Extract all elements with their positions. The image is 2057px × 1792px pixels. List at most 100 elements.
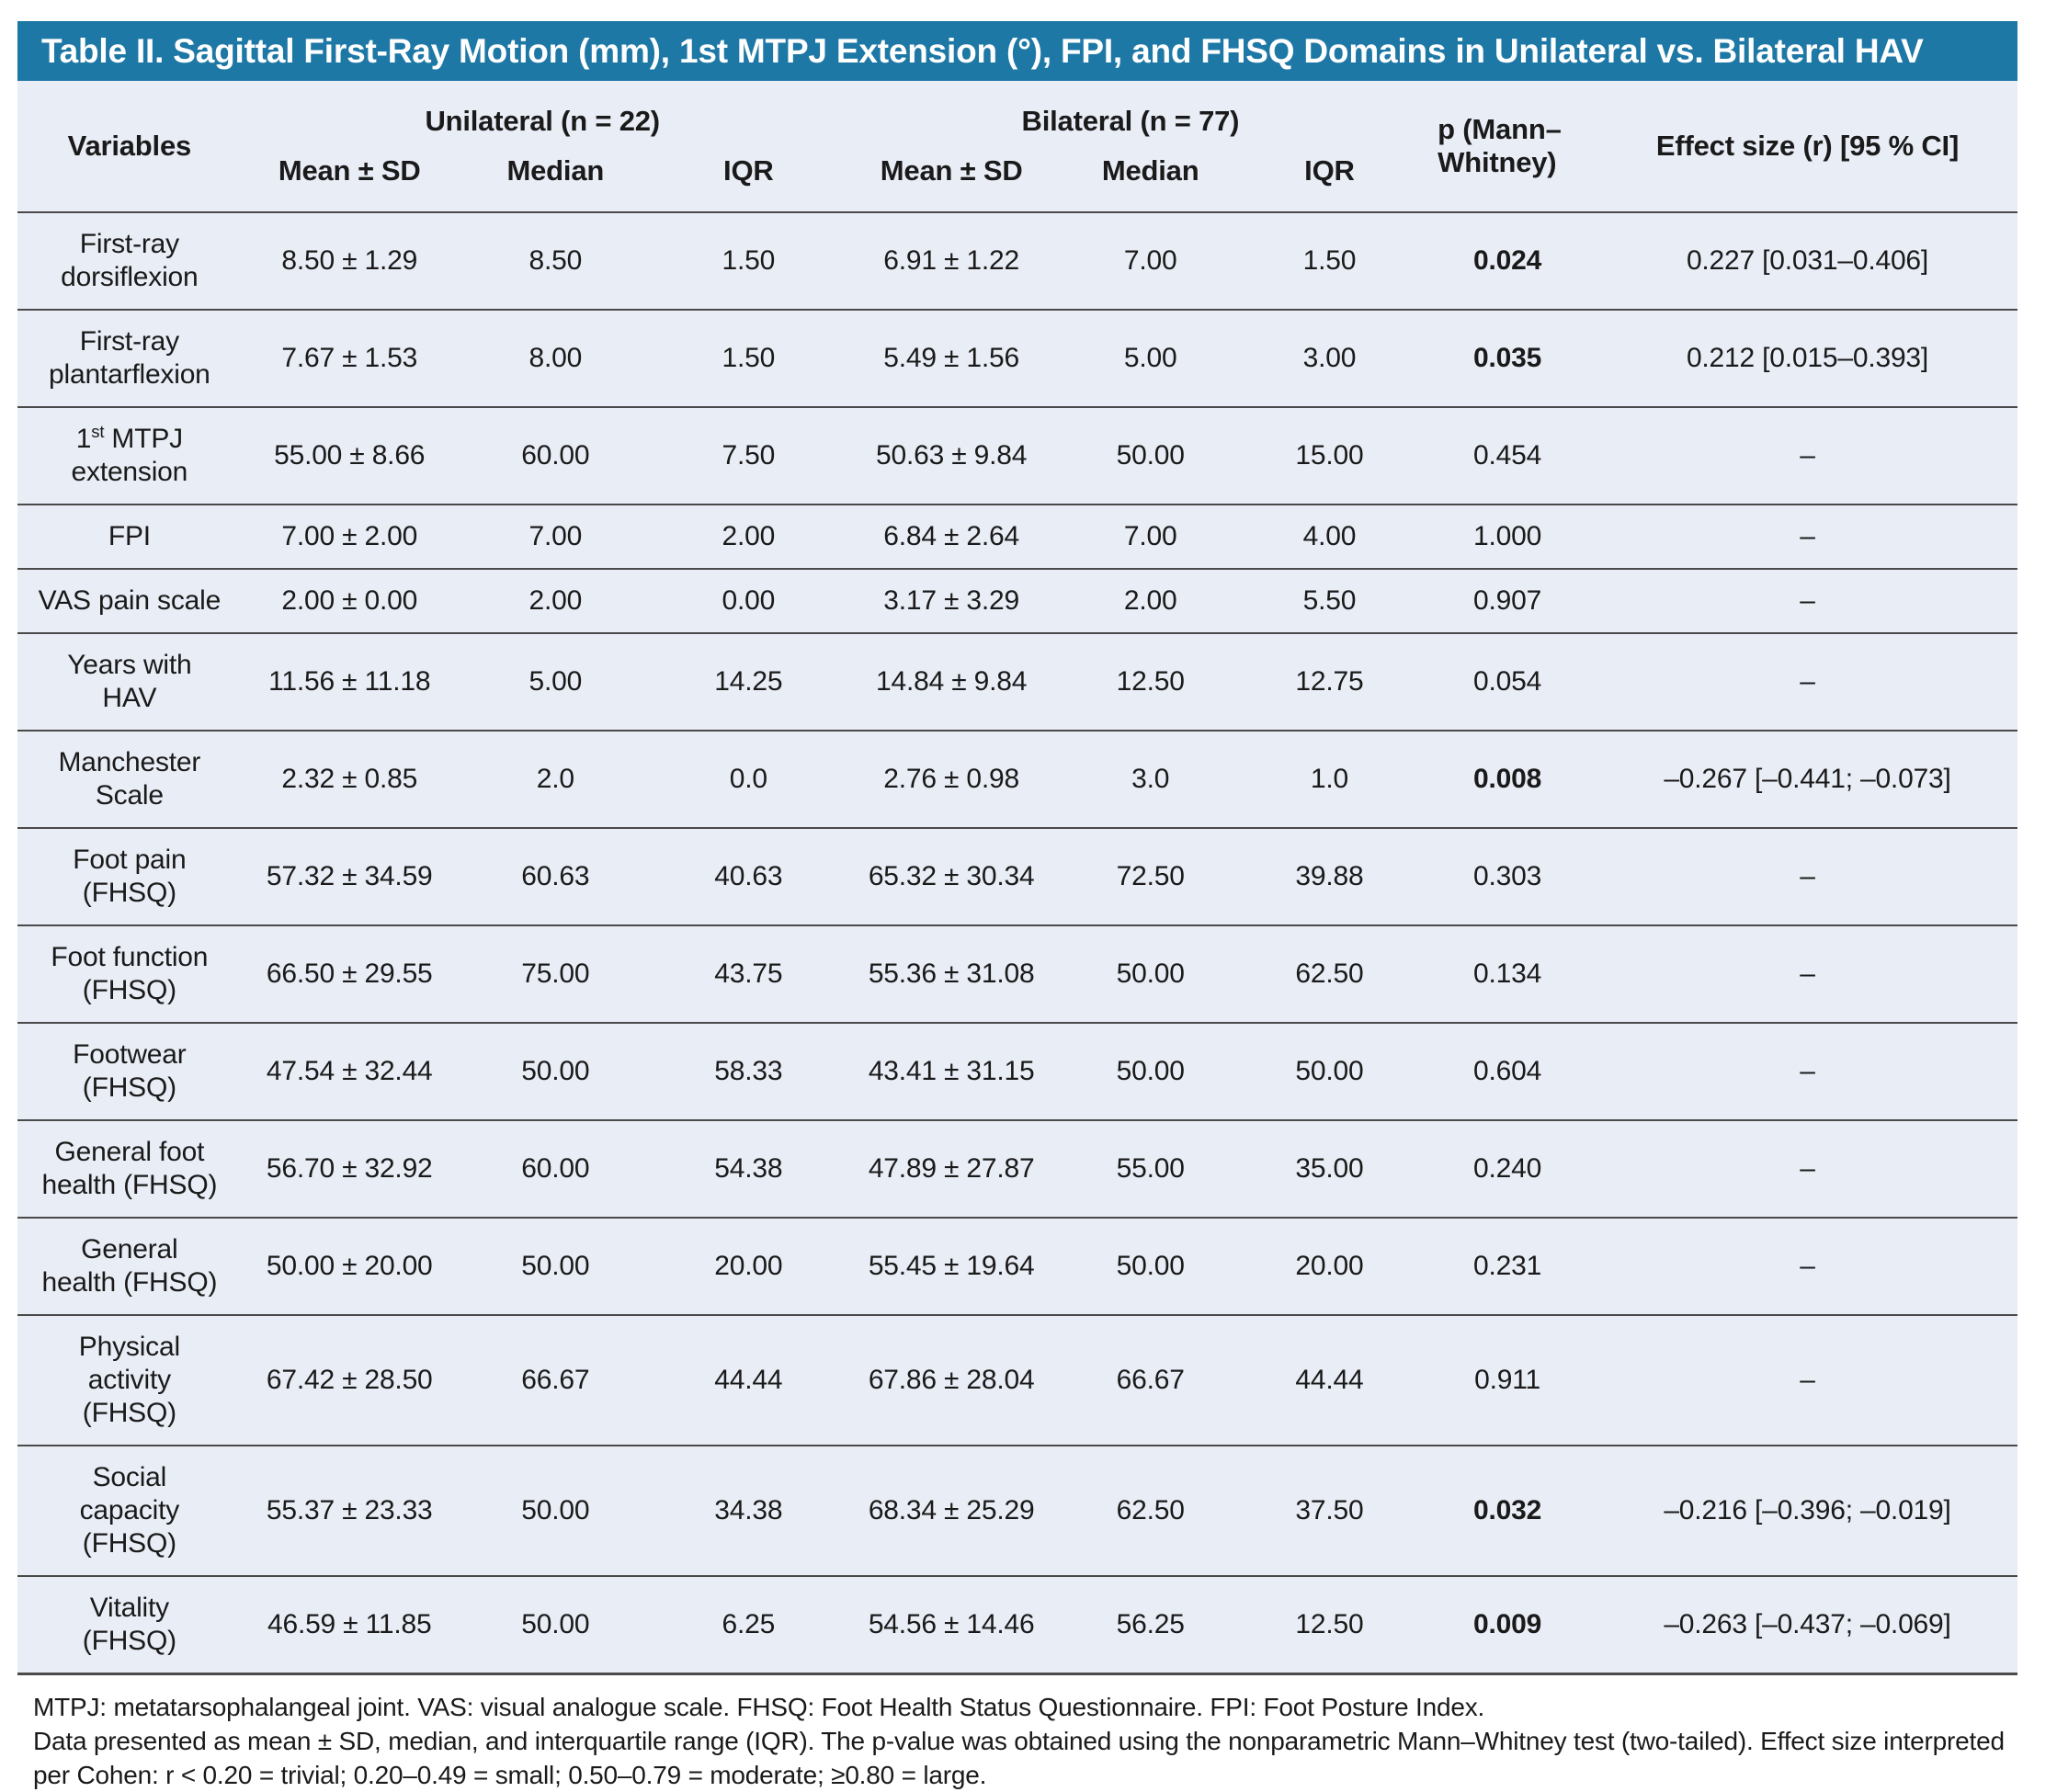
table-row: Foot pain (FHSQ) 57.32 ± 34.59 60.63 40.… [17, 827, 2017, 925]
stat-cell: 50.00 [1059, 1022, 1242, 1120]
stat-cell: 60.00 [457, 1119, 653, 1218]
effect-size-cell: –0.267 [–0.441; –0.073] [1597, 730, 2017, 828]
stat-cell: 1.50 [1241, 211, 1418, 310]
stat-cell: 44.44 [653, 1314, 844, 1446]
stat-cell: 5.00 [1059, 309, 1242, 407]
stat-cell: 55.37 ± 23.33 [241, 1445, 458, 1576]
stat-cell: 7.00 [1059, 504, 1242, 569]
stat-cell: 5.50 [1241, 568, 1418, 633]
p-value-cell: 0.231 [1417, 1217, 1597, 1315]
stat-cell: 62.50 [1059, 1445, 1242, 1576]
stat-cell: 0.00 [653, 568, 844, 633]
effect-size-cell: –0.216 [–0.396; –0.019] [1597, 1445, 2017, 1576]
stat-cell: 20.00 [653, 1217, 844, 1315]
stat-cell: 60.00 [457, 406, 653, 505]
variable-label: Footwear (FHSQ) [17, 1022, 242, 1120]
stat-cell: 6.91 ± 1.22 [843, 211, 1060, 310]
stat-cell: 66.50 ± 29.55 [241, 924, 458, 1023]
p-value-cell: 0.032 [1417, 1445, 1597, 1576]
variable-label: Vitality (FHSQ) [17, 1575, 242, 1675]
stat-cell: 66.67 [1059, 1314, 1242, 1446]
effect-size-cell: 0.227 [0.031–0.406] [1597, 211, 2017, 310]
stat-cell: 47.89 ± 27.87 [843, 1119, 1060, 1218]
stat-cell: 50.00 [457, 1445, 653, 1576]
stat-cell: 50.00 [457, 1217, 653, 1315]
p-value-cell: 0.134 [1417, 924, 1597, 1023]
table-row: First-ray dorsiflexion 8.50 ± 1.29 8.50 … [17, 211, 2017, 310]
stat-cell: 55.36 ± 31.08 [843, 924, 1060, 1023]
effect-size-cell: – [1597, 632, 2017, 731]
stat-cell: 7.00 ± 2.00 [241, 504, 458, 569]
stat-cell: 50.63 ± 9.84 [843, 406, 1060, 505]
variable-label: First-ray dorsiflexion [17, 211, 242, 310]
table-body: First-ray dorsiflexion 8.50 ± 1.29 8.50 … [17, 211, 2017, 1675]
effect-size-cell: – [1597, 1314, 2017, 1446]
table-row: FPI 7.00 ± 2.00 7.00 2.00 6.84 ± 2.64 7.… [17, 504, 2017, 569]
stat-cell: 1.50 [653, 309, 844, 407]
stat-cell: 11.56 ± 11.18 [241, 632, 458, 731]
stat-cell: 47.54 ± 32.44 [241, 1022, 458, 1120]
stat-cell: 6.25 [653, 1575, 844, 1675]
stat-cell: 50.00 [457, 1575, 653, 1675]
group-header-unilateral: Unilateral (n = 22) [425, 105, 660, 137]
stat-cell: 7.67 ± 1.53 [241, 309, 458, 407]
table-row: VAS pain scale 2.00 ± 0.00 2.00 0.00 3.1… [17, 568, 2017, 633]
stat-cell: 50.00 ± 20.00 [241, 1217, 458, 1315]
table-footnotes: MTPJ: metatarsophalangeal joint. VAS: vi… [33, 1690, 2017, 1792]
stat-cell: 2.00 [653, 504, 844, 569]
stat-cell: 50.00 [457, 1022, 653, 1120]
effect-size-cell: – [1597, 568, 2017, 633]
p-value-cell: 0.009 [1417, 1575, 1597, 1675]
table-row: 1st MTPJ extension 55.00 ± 8.66 60.00 7.… [17, 406, 2017, 505]
stat-cell: 1.50 [653, 211, 844, 310]
table-title-bar: Table II. Sagittal First-Ray Motion (mm)… [17, 21, 2017, 81]
effect-size-cell: – [1597, 1217, 2017, 1315]
col-header-mean-sd-unilateral: Mean ± SD [278, 154, 421, 187]
table-row: General foot health (FHSQ) 56.70 ± 32.92… [17, 1119, 2017, 1218]
results-table: Variables Unilateral (n = 22) Bilateral … [17, 81, 2017, 1675]
stat-cell: 50.00 [1059, 406, 1242, 505]
stat-cell: 67.86 ± 28.04 [843, 1314, 1060, 1446]
stat-cell: 2.00 [1059, 568, 1242, 633]
stat-cell: 12.50 [1241, 1575, 1418, 1675]
variable-label: Foot function (FHSQ) [17, 924, 242, 1023]
stat-cell: 8.50 ± 1.29 [241, 211, 458, 310]
stat-cell: 35.00 [1241, 1119, 1418, 1218]
footnote-methods: Data presented as mean ± SD, median, and… [33, 1727, 2005, 1789]
stat-cell: 54.38 [653, 1119, 844, 1218]
variable-label: General health (FHSQ) [17, 1217, 242, 1315]
table-row: Manchester Scale 2.32 ± 0.85 2.0 0.0 2.7… [17, 730, 2017, 828]
col-header-mean-sd-bilateral: Mean ± SD [880, 154, 1023, 187]
stat-cell: 67.42 ± 28.50 [241, 1314, 458, 1446]
effect-size-cell: – [1597, 1119, 2017, 1218]
effect-size-cell: – [1597, 406, 2017, 505]
table-row: Footwear (FHSQ) 47.54 ± 32.44 50.00 58.3… [17, 1022, 2017, 1120]
stat-cell: 68.34 ± 25.29 [843, 1445, 1060, 1576]
stat-cell: 50.00 [1059, 1217, 1242, 1315]
p-value-cell: 0.907 [1417, 568, 1597, 633]
stat-cell: 55.45 ± 19.64 [843, 1217, 1060, 1315]
p-value-cell: 0.054 [1417, 632, 1597, 731]
variable-label: General foot health (FHSQ) [17, 1119, 242, 1218]
variable-label: VAS pain scale [17, 568, 242, 633]
stat-cell: 5.00 [457, 632, 653, 731]
effect-size-cell: – [1597, 504, 2017, 569]
stat-cell: 75.00 [457, 924, 653, 1023]
stat-cell: 62.50 [1241, 924, 1418, 1023]
stat-cell: 56.70 ± 32.92 [241, 1119, 458, 1218]
stat-cell: 14.84 ± 9.84 [843, 632, 1060, 731]
col-header-iqr-bilateral: IQR [1304, 154, 1355, 187]
table-row: General health (FHSQ) 50.00 ± 20.00 50.0… [17, 1217, 2017, 1315]
stat-cell: 50.00 [1241, 1022, 1418, 1120]
col-header-median-unilateral: Median [506, 154, 605, 187]
stat-cell: 8.50 [457, 211, 653, 310]
stat-cell: 15.00 [1241, 406, 1418, 505]
stat-cell: 12.75 [1241, 632, 1418, 731]
stat-cell: 2.76 ± 0.98 [843, 730, 1060, 828]
variable-label: FPI [17, 504, 242, 569]
table-row: Vitality (FHSQ) 46.59 ± 11.85 50.00 6.25… [17, 1575, 2017, 1675]
stat-cell: 0.0 [653, 730, 844, 828]
stat-cell: 20.00 [1241, 1217, 1418, 1315]
col-header-variables: Variables [67, 130, 192, 162]
